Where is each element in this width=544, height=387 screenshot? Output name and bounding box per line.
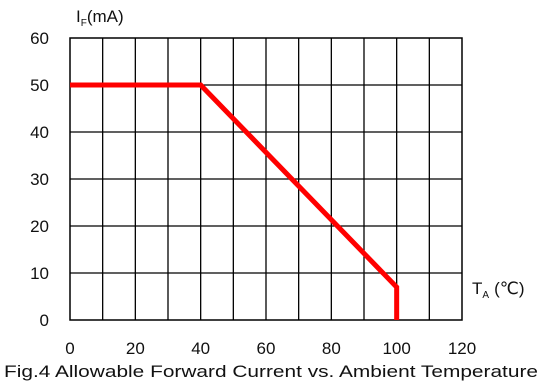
y-axis-ticks: 0 10 20 30 40 50 60	[30, 29, 49, 330]
y-axis-label-unit: (mA)	[87, 7, 124, 26]
x-axis-ticks: 0 20 40 60 80 100 120	[65, 339, 476, 358]
series-line-0	[70, 82, 400, 320]
x-axis-label-main: T	[472, 279, 482, 298]
y-tick-label: 40	[30, 123, 49, 142]
grid	[70, 38, 462, 320]
x-axis-label: TA (℃)	[472, 279, 524, 301]
x-tick-label: 0	[65, 339, 74, 358]
y-axis-label: IF(mA)	[76, 7, 124, 29]
x-tick-label: 100	[382, 339, 410, 358]
x-axis-label-sub: A	[482, 290, 489, 301]
y-tick-label: 20	[30, 217, 49, 236]
y-tick-label: 10	[30, 264, 49, 283]
series	[70, 82, 400, 320]
x-tick-label: 120	[448, 339, 476, 358]
x-tick-label: 60	[257, 339, 276, 358]
x-axis-label-unit: (℃)	[494, 279, 524, 298]
y-tick-label: 0	[40, 311, 49, 330]
y-tick-label: 60	[30, 29, 49, 48]
y-tick-label: 30	[30, 170, 49, 189]
figure-caption: Fig.4 Allowable Forward Current vs. Ambi…	[4, 363, 538, 381]
y-tick-label: 50	[30, 76, 49, 95]
x-tick-label: 80	[322, 339, 341, 358]
y-axis-label-sub: F	[81, 18, 87, 29]
x-tick-label: 20	[126, 339, 145, 358]
y-axis-label-main: I	[76, 7, 81, 26]
plot-area	[69, 37, 463, 321]
x-tick-label: 40	[191, 339, 210, 358]
